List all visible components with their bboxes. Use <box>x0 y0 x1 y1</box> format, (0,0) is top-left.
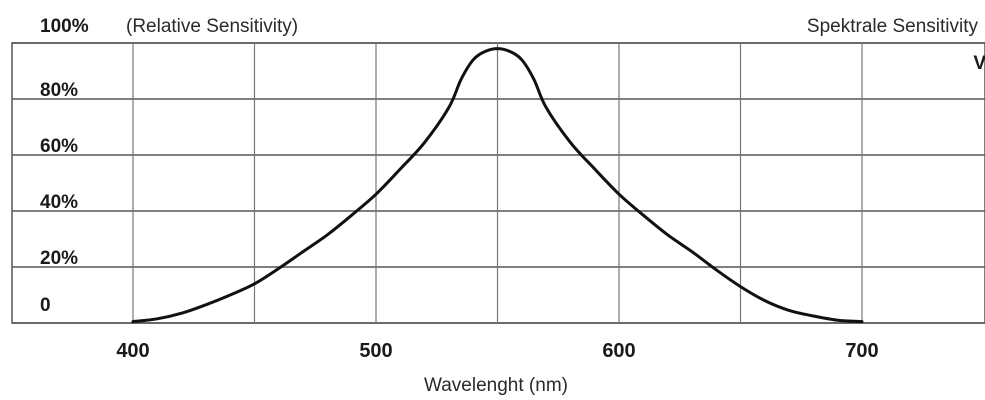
plot-frame <box>11 42 985 324</box>
x-axis-label: Wavelenght (nm) <box>424 375 568 396</box>
curve-layer <box>131 47 864 324</box>
grid <box>11 42 985 324</box>
y-tick-label: 80% <box>40 80 78 101</box>
x-tick-label: 700 <box>845 340 878 362</box>
chart-title-left: (Relative Sensitivity) <box>126 16 298 37</box>
x-tick-labels: 400 500 600 700 <box>116 340 878 362</box>
y-tick-label: 20% <box>40 248 78 269</box>
y-tick-label: 40% <box>40 192 78 213</box>
y-tick-label: 0 <box>40 295 51 316</box>
y-tick-label: 60% <box>40 136 78 157</box>
chart-title-percent: 100% <box>40 16 89 37</box>
sensitivity-curve-line <box>131 47 864 324</box>
curve-annotation-label: V ( λ ) <box>973 53 985 74</box>
y-tick-labels: 0 20% 40% 60% 80% <box>40 80 78 316</box>
x-tick-label: 600 <box>602 340 635 362</box>
annotations: V ( λ ) <box>973 53 985 74</box>
x-tick-label: 400 <box>116 340 149 362</box>
x-tick-label: 500 <box>359 340 392 362</box>
chart-title-right: Spektrale Sensitivity <box>807 16 979 37</box>
